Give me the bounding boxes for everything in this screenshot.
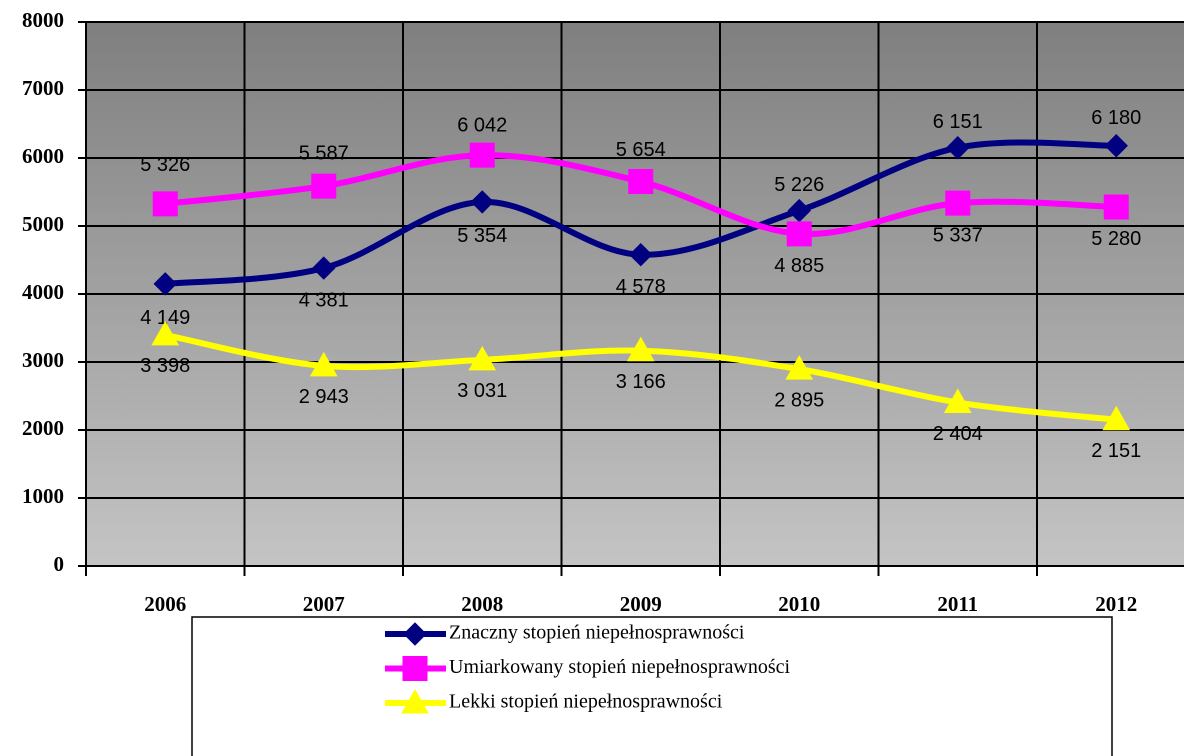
y-tick-label: 3000: [22, 348, 64, 372]
data-label: 2 943: [299, 386, 349, 408]
x-tick-label: 2006: [144, 592, 186, 616]
marker: [468, 345, 497, 371]
data-label: 5 654: [616, 139, 666, 161]
marker: [943, 388, 972, 414]
legend-label: Lekki stopień niepełnosprawności: [449, 691, 723, 713]
legend-marker: [402, 656, 428, 681]
legend-label: Znaczny stopień niepełnosprawności: [449, 622, 745, 644]
marker: [785, 355, 814, 380]
legend-label: Umiarkowany stopień niepełnosprawności: [449, 656, 790, 678]
data-label: 5 337: [933, 224, 983, 246]
data-label: 5 587: [299, 142, 349, 164]
y-tick-label: 7000: [22, 76, 64, 100]
marker: [945, 190, 971, 216]
data-label: 2 151: [1091, 440, 1141, 462]
data-label: 6 180: [1091, 107, 1141, 129]
legend: [191, 616, 1113, 756]
marker: [151, 320, 180, 346]
marker: [309, 351, 338, 377]
data-label: 2 404: [933, 423, 983, 445]
y-tick-label: 4000: [22, 280, 64, 304]
x-tick-label: 2011: [937, 592, 978, 616]
data-label: 5 226: [774, 174, 824, 196]
y-tick-label: 1000: [22, 484, 64, 508]
data-label: 4 381: [299, 289, 349, 311]
marker: [311, 173, 337, 199]
y-tick-label: 2000: [22, 416, 64, 440]
marker: [628, 169, 654, 195]
y-tick-label: 8000: [22, 8, 64, 32]
data-label: 4 149: [140, 307, 190, 329]
legend-marker: [403, 622, 427, 646]
data-label: 5 354: [457, 225, 507, 247]
y-tick-label: 6000: [22, 144, 64, 168]
marker: [626, 336, 655, 362]
data-label: 6 151: [933, 111, 983, 133]
data-label: 2 895: [774, 389, 824, 411]
y-tick-label: 0: [54, 552, 65, 576]
y-tick-label: 5000: [22, 212, 64, 236]
marker: [312, 256, 336, 280]
marker: [786, 221, 812, 247]
marker: [152, 191, 178, 217]
marker: [1103, 194, 1129, 220]
marker: [1102, 405, 1131, 431]
marker: [946, 136, 970, 160]
data-label: 5 280: [1091, 228, 1141, 250]
data-label: 6 042: [457, 114, 507, 136]
data-label: 3 031: [457, 380, 507, 402]
x-tick-label: 2012: [1095, 592, 1137, 616]
data-label: 4 578: [616, 276, 666, 298]
marker: [629, 242, 653, 267]
data-label: 4 885: [774, 255, 824, 277]
x-tick-label: 2008: [461, 592, 503, 616]
x-tick-label: 2007: [303, 592, 345, 616]
x-tick-label: 2009: [620, 592, 662, 616]
data-label: 3 398: [140, 355, 190, 377]
marker: [153, 272, 177, 296]
data-label: 3 166: [616, 371, 666, 393]
legend-marker: [401, 688, 429, 714]
x-tick-label: 2010: [778, 592, 820, 616]
marker: [470, 190, 494, 214]
marker: [1104, 134, 1128, 158]
data-label: 5 326: [140, 154, 190, 176]
marker: [469, 142, 495, 168]
